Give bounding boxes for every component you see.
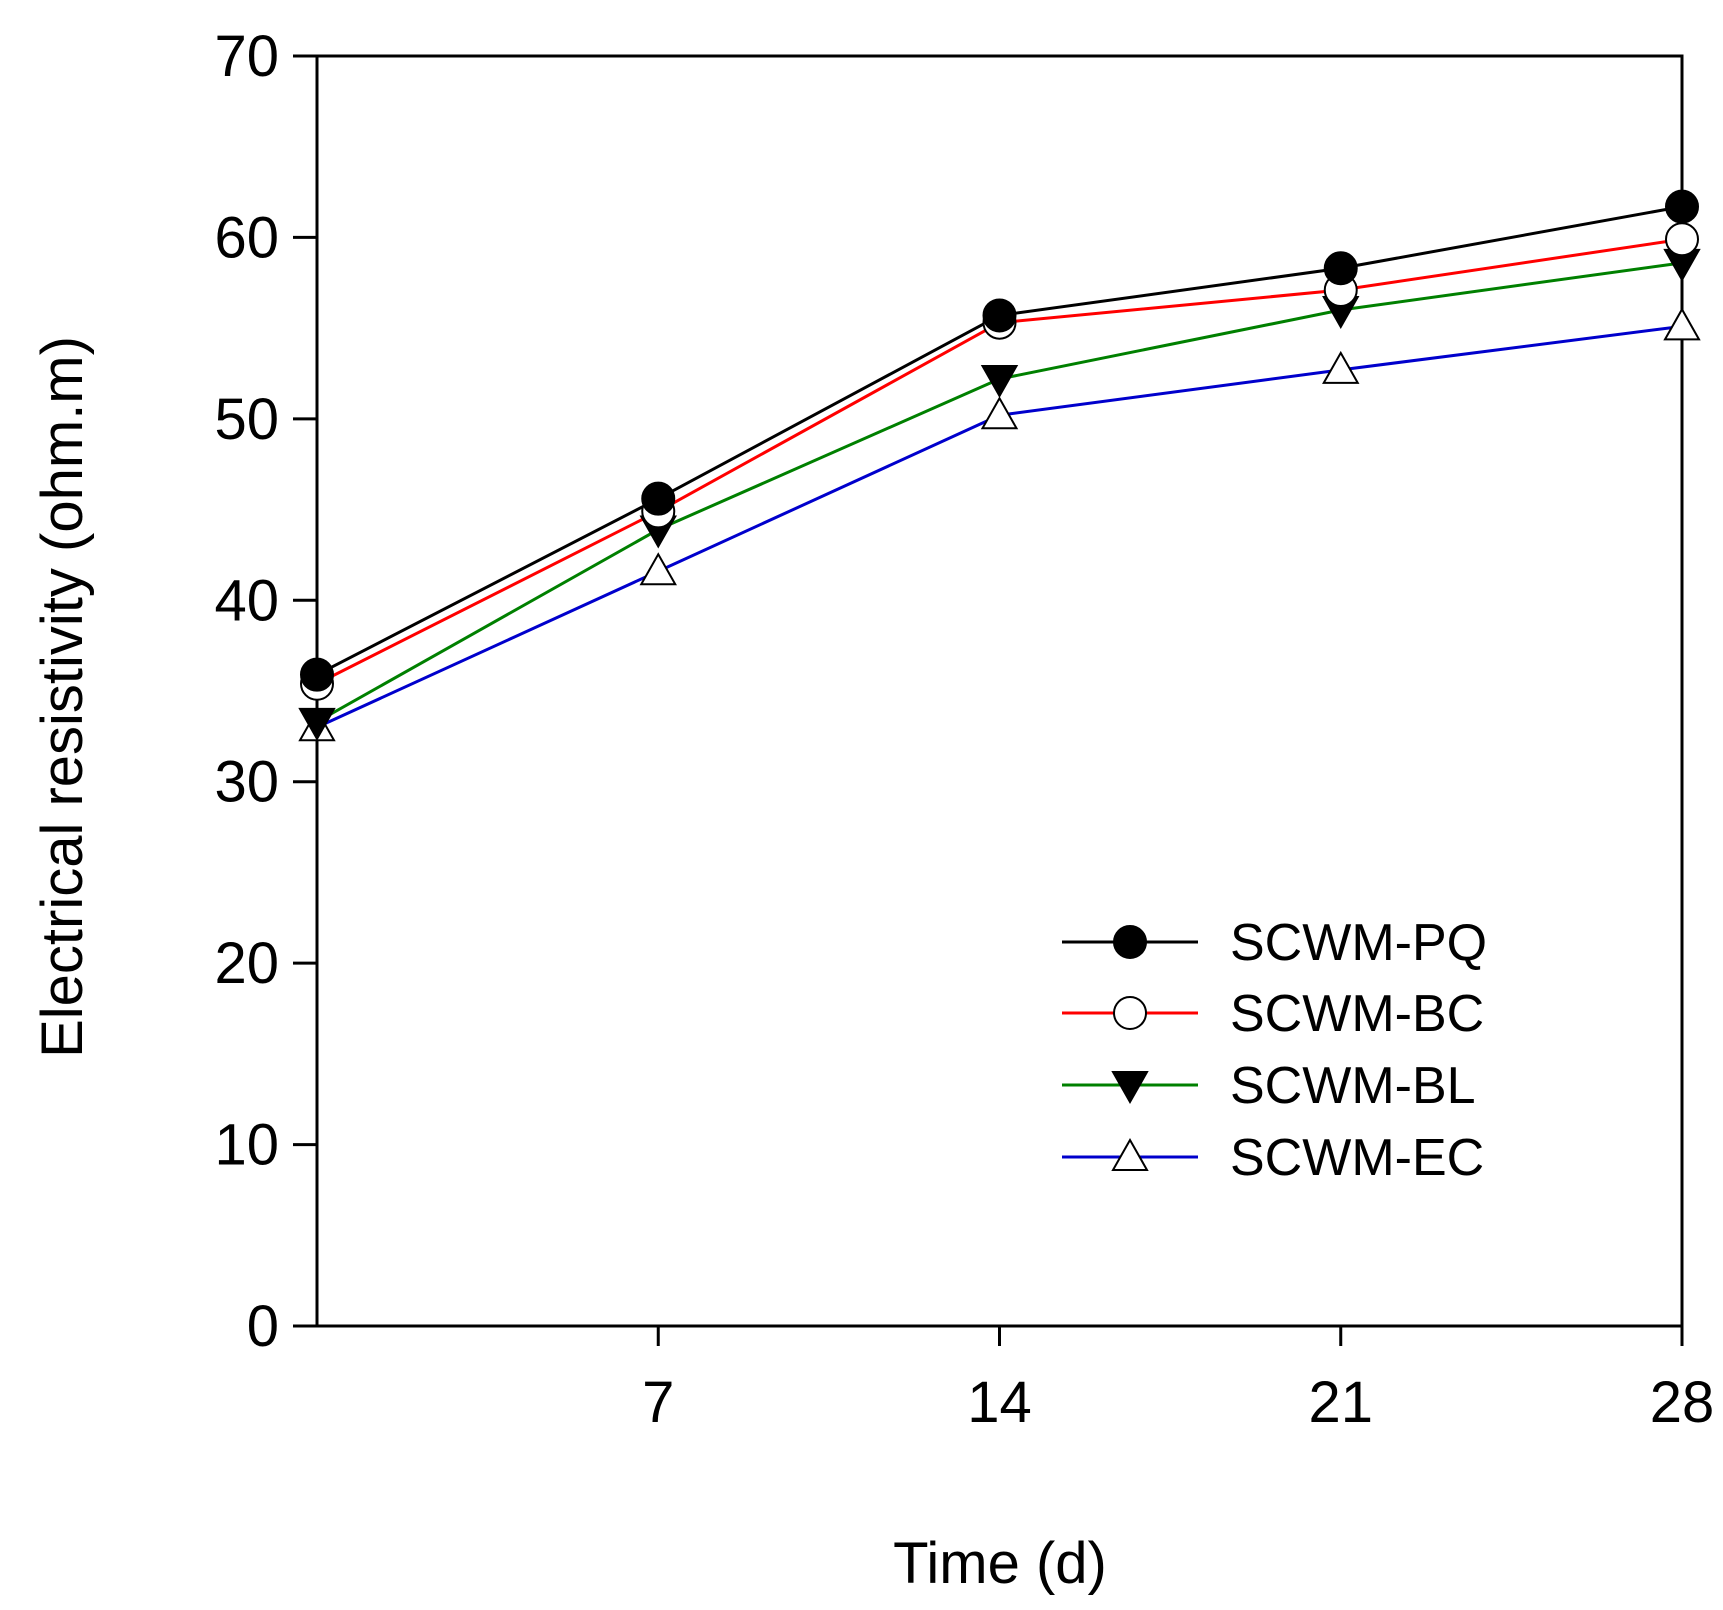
x-tick-label: 28 [1650,1370,1715,1435]
series-layer [298,189,1701,742]
axes: 0 10 20 30 40 50 60 70 7 14 21 28 [214,24,1714,1435]
legend: SCWM-PQ SCWM-BC SCWM-BL SCWM-EC [1062,914,1487,1187]
data-point-scwm-ec [639,552,677,586]
y-tick-label: 50 [214,387,279,452]
x-axis-title: Time (d) [893,1531,1107,1596]
y-tick-label: 10 [214,1113,279,1178]
y-tick-label: 30 [214,750,279,815]
data-point-scwm-bc [1665,222,1699,257]
legend-label: SCWM-EC [1230,1129,1484,1187]
series-line-scwm-pq [316,205,1683,677]
x-tick-label: 7 [642,1370,674,1435]
data-point-scwm-bl [298,707,336,741]
legend-marker [1113,925,1147,959]
data-point-scwm-bl [980,364,1019,398]
data-point-scwm-ec [980,396,1019,430]
y-tick-label: 70 [214,24,279,89]
legend-label: SCWM-PQ [1230,914,1487,972]
data-point-scwm-ec [1322,350,1360,384]
data-point-scwm-pq [982,298,1017,333]
data-point-scwm-pq [641,481,676,516]
y-tick-label: 20 [214,931,279,996]
data-point-scwm-ec [1663,307,1701,341]
y-tick-label: 0 [247,1294,279,1359]
y-axis-title: Electrical resistivity (ohm.m) [30,336,95,1058]
y-tick-label: 60 [214,205,279,270]
y-tick-label: 40 [214,568,279,633]
data-point-scwm-pq [300,657,334,692]
data-point-scwm-pq [1323,251,1358,286]
legend-marker [1113,996,1147,1030]
legend-label: SCWM-BC [1230,985,1484,1043]
x-tick-label: 21 [1308,1370,1373,1435]
legend-label: SCWM-BL [1230,1057,1476,1115]
x-tick-label: 14 [967,1370,1032,1435]
legend-marker [1111,1137,1149,1171]
data-point-scwm-pq [1665,189,1699,224]
legend-marker [1111,1071,1149,1105]
